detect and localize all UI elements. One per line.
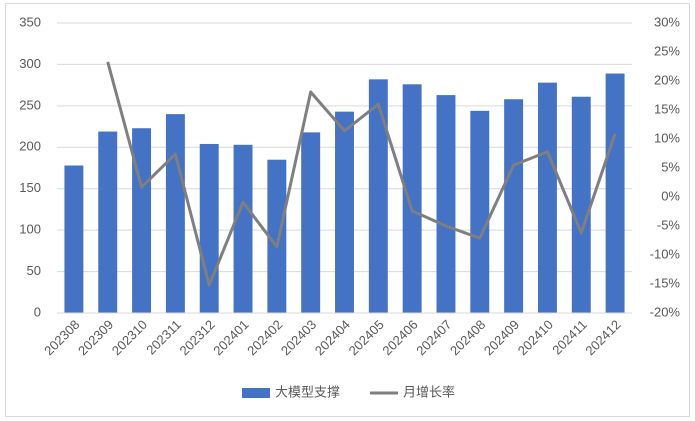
y-tick-label: 350: [19, 14, 41, 29]
y2-tick-label: -5%: [657, 217, 681, 232]
legend-label: 大模型支撑: [275, 384, 340, 399]
bar: [233, 144, 253, 313]
bar: [504, 99, 524, 313]
bar: [470, 110, 490, 313]
bar: [267, 159, 287, 313]
y-tick-label: 100: [19, 222, 41, 237]
y2-tick-label: 25%: [654, 43, 680, 58]
bar: [98, 131, 118, 313]
y2-tick-label: -15%: [650, 275, 681, 290]
y2-tick-label: 5%: [661, 159, 680, 174]
bar: [368, 79, 388, 313]
y2-tick-label: 0%: [661, 188, 680, 203]
y2-tick-label: 20%: [654, 72, 680, 87]
y-tick-label: 200: [19, 139, 41, 154]
y-tick-label: 300: [19, 56, 41, 71]
y2-tick-label: 30%: [654, 14, 680, 29]
y2-tick-label: -10%: [650, 246, 681, 261]
y-tick-label: 50: [27, 263, 41, 278]
bar: [605, 73, 625, 314]
bar: [537, 82, 557, 314]
y2-tick-label: 10%: [654, 130, 680, 145]
bar: [301, 132, 321, 313]
y-tick-label: 250: [19, 97, 41, 112]
bar: [335, 111, 354, 314]
bar: [132, 128, 152, 313]
legend-swatch: [242, 388, 270, 398]
y2-tick-label: 15%: [654, 101, 680, 116]
bar: [199, 143, 219, 313]
y-tick-label: 150: [19, 180, 41, 195]
bar: [165, 114, 185, 314]
bar: [64, 165, 84, 313]
legend-label: 月增长率: [403, 384, 455, 399]
line: [106, 61, 617, 287]
y2-tick-label: -20%: [650, 304, 681, 319]
bar: [436, 95, 456, 313]
y-tick-label: 0: [34, 304, 41, 319]
bar: [571, 96, 591, 313]
bar: [402, 84, 422, 313]
